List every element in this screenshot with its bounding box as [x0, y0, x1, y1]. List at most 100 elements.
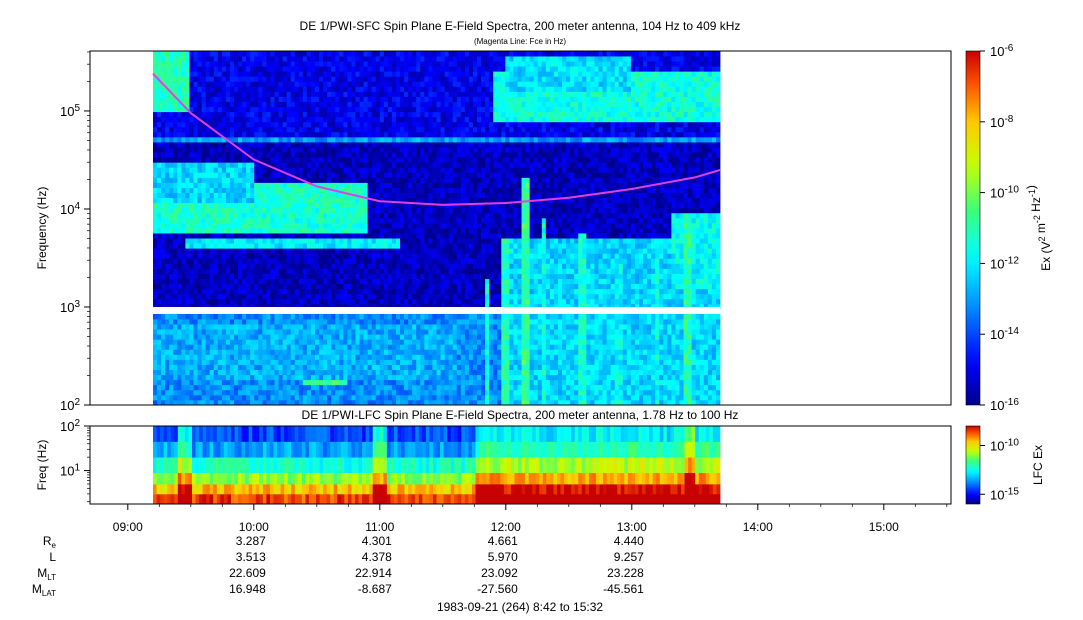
spectrogram-cell	[205, 111, 211, 118]
spectrogram-cell	[181, 222, 186, 229]
spectrogram-cell	[225, 238, 231, 244]
spectrogram-cell	[173, 111, 178, 118]
spectrogram-cell	[197, 339, 202, 345]
spectrogram-cell	[213, 243, 219, 249]
spectrogram-cell	[193, 399, 198, 405]
spectrogram-cell	[412, 142, 417, 148]
spectrogram-cell	[400, 106, 405, 113]
spectrogram-cell	[335, 66, 340, 72]
spectrogram-cell	[157, 228, 162, 234]
spectrogram-cell	[225, 172, 231, 178]
spectrogram-cell	[331, 116, 336, 123]
spectrogram-cell	[258, 394, 263, 401]
spectrogram-cell	[347, 389, 352, 396]
spectrogram-cell	[302, 349, 308, 355]
spectrogram-cell	[234, 354, 239, 360]
spectrogram-cell	[396, 71, 401, 77]
spectrogram-cell	[440, 329, 445, 335]
spectrogram-cell	[294, 248, 300, 254]
spectrogram-cell	[355, 162, 360, 168]
spectrogram-cell	[201, 273, 207, 279]
spectrogram-cell	[282, 71, 288, 77]
spectrogram-cell	[201, 192, 207, 199]
spectrogram-cell	[258, 142, 263, 148]
spectrogram-cell	[258, 152, 263, 158]
spectrogram-cell	[440, 51, 445, 57]
spectrogram-cell	[396, 324, 401, 330]
spectrogram-cell	[343, 248, 348, 254]
spectrogram-cell	[323, 76, 328, 82]
spectrogram-cell	[238, 354, 243, 360]
spectrogram-cell	[165, 96, 170, 102]
spectrogram-cell	[306, 354, 312, 360]
spectrogram-cell	[246, 66, 251, 72]
spectrogram-cell	[420, 106, 425, 113]
spectrogram-cell	[209, 147, 215, 153]
spectrogram-cell	[290, 243, 296, 249]
spectrogram-cell	[343, 364, 348, 370]
spectrogram-cell	[290, 172, 296, 178]
spectrogram-cell	[165, 258, 170, 264]
spectrogram-cell	[355, 142, 360, 148]
spectrogram-cell	[298, 243, 304, 249]
spectrogram-cell	[379, 182, 385, 188]
spectrogram-cell	[383, 212, 389, 219]
spectrogram-cell	[339, 238, 344, 244]
spectrogram-cell	[391, 96, 397, 102]
spectrogram-cell	[323, 197, 328, 204]
spectrogram-cell	[221, 152, 227, 158]
spectrogram-cell	[153, 56, 158, 62]
spectrogram-cell	[161, 263, 166, 269]
spectrogram-cell	[420, 187, 425, 193]
spectrogram-cell	[343, 202, 348, 209]
spectrogram-cell	[420, 324, 425, 330]
spectrogram-cell	[290, 197, 296, 204]
spectrogram-cell	[298, 369, 304, 376]
spectrogram-cell	[396, 238, 401, 244]
spectrogram-cell	[266, 56, 271, 62]
spectrogram-cell	[375, 71, 381, 77]
spectrogram-cell	[161, 228, 166, 234]
spectrogram-cell	[165, 359, 170, 365]
spectrogram-cell	[428, 101, 433, 108]
spectrogram-cell	[238, 329, 243, 335]
spectrogram-cell	[298, 106, 304, 113]
spectrogram-cell	[306, 61, 312, 67]
spectrogram-cell	[225, 394, 231, 401]
spectrogram-cell	[217, 243, 223, 249]
spectrogram-cell	[274, 116, 279, 123]
spectrogram-cell	[371, 253, 377, 259]
spectrogram-cell	[420, 374, 425, 381]
spectrogram-cell	[412, 268, 417, 274]
spectrogram-cell	[169, 303, 174, 310]
spectrogram-cell	[298, 283, 304, 290]
spectrogram-cell	[169, 248, 174, 254]
spectrogram-cell	[355, 81, 360, 87]
spectrogram-cell	[400, 212, 405, 219]
spectrogram-cell	[343, 131, 348, 138]
spectrogram-cell	[173, 121, 178, 128]
spectrogram-cell	[262, 324, 267, 330]
spectrogram-cell	[404, 106, 409, 113]
spectrogram-cell	[294, 344, 300, 350]
spectrogram-cell	[246, 324, 251, 330]
spectrogram-cell	[229, 222, 235, 229]
spectrogram-cell	[169, 238, 174, 244]
spectrogram-cell	[205, 66, 211, 72]
spectrogram-cell	[266, 66, 271, 72]
spectrogram-cell	[310, 142, 316, 148]
spectrogram-cell	[213, 106, 219, 113]
spectrogram-cell	[193, 187, 198, 193]
spectrogram-cell	[306, 248, 312, 254]
spectrogram-cell	[217, 379, 223, 386]
spectrogram-cell	[339, 384, 344, 391]
spectrogram-cell	[440, 258, 445, 264]
spectrogram-cell	[290, 152, 296, 158]
spectrogram-cell	[217, 61, 223, 67]
spectrogram-cell	[254, 136, 259, 143]
spectrogram-cell	[319, 288, 324, 295]
spectrogram-cell	[436, 167, 441, 173]
spectrogram-cell	[189, 76, 194, 82]
spectrogram-cell	[266, 61, 271, 67]
spectrogram-cell	[238, 136, 243, 143]
